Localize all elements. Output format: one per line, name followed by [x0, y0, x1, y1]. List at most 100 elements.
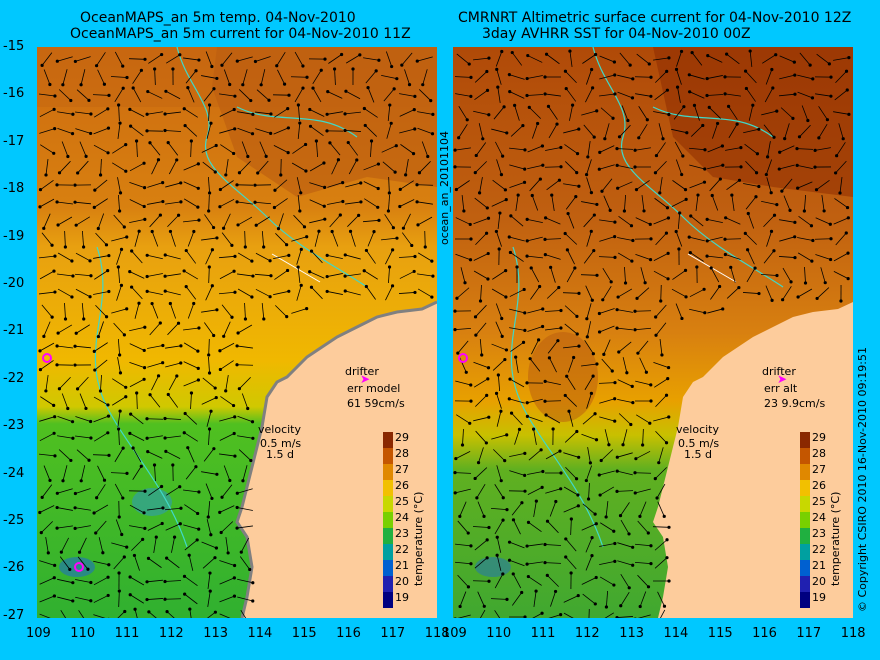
current-vector [75, 216, 91, 226]
current-vector-head [507, 558, 512, 562]
colorbar-swatch [800, 544, 810, 560]
current-vector-head [148, 141, 152, 145]
current-vector-head [407, 82, 412, 87]
current-vector [111, 542, 127, 548]
current-vector [548, 123, 558, 139]
current-vector [255, 111, 271, 115]
current-vector [201, 471, 217, 475]
current-vector [815, 93, 831, 97]
current-vector [254, 201, 272, 205]
current-vector [655, 232, 667, 246]
current-vector [778, 93, 796, 97]
current-vector [169, 303, 177, 319]
current-vector [398, 256, 416, 258]
current-vector-head [243, 245, 247, 249]
current-vector [275, 233, 287, 245]
current-vector [746, 88, 756, 102]
current-vector-head [369, 139, 374, 143]
current-vector [569, 105, 573, 121]
current-vector [294, 51, 304, 67]
current-vector-head [553, 589, 558, 594]
current-vector-head [718, 177, 722, 181]
current-vector-head [148, 393, 152, 397]
current-vector-head [52, 576, 56, 580]
left-title-line1: OceanMAPS_an 5m temp. 04-Nov-2010 [80, 10, 356, 26]
current-vector-head [569, 517, 573, 521]
current-vector [473, 253, 489, 261]
current-vector-head [808, 63, 812, 67]
current-vector-head [179, 361, 183, 365]
current-vector-head [55, 344, 59, 348]
current-vector [497, 374, 501, 392]
current-vector [147, 435, 163, 439]
current-vector-head [253, 200, 257, 204]
current-vector [132, 466, 142, 480]
current-vector [184, 413, 198, 425]
current-vector [128, 58, 146, 60]
current-vector-head [130, 249, 134, 253]
current-vector-head [82, 317, 86, 321]
current-vector-head [795, 147, 799, 151]
current-vector [201, 75, 217, 79]
current-vector [509, 398, 525, 404]
current-vector [509, 236, 525, 242]
current-vector [310, 125, 324, 137]
current-vector [707, 255, 723, 259]
current-vector [57, 252, 73, 262]
current-vector-head [591, 374, 595, 378]
current-vector-head [725, 52, 729, 56]
current-vector [676, 69, 682, 85]
current-vector-head [780, 189, 784, 193]
current-vector-head [485, 69, 489, 74]
current-vector [658, 123, 664, 139]
current-vector [545, 488, 561, 494]
current-vector-head [282, 82, 287, 86]
current-vector [527, 471, 543, 475]
current-vector-head [186, 446, 190, 450]
current-vector-head [544, 413, 548, 417]
current-vector [75, 128, 91, 134]
current-vector-head [791, 116, 795, 120]
current-vector-head [163, 128, 167, 133]
current-vector [223, 213, 231, 229]
current-vector-head [828, 257, 833, 262]
current-vector [255, 252, 271, 262]
current-vector [418, 89, 432, 101]
current-vector [689, 74, 705, 80]
current-vector [96, 52, 106, 66]
current-vector-head [476, 461, 481, 465]
current-vector-head [525, 562, 529, 566]
current-vector [635, 414, 651, 424]
current-vector-head [748, 49, 752, 53]
current-vector [689, 164, 705, 170]
current-vector-head [212, 447, 216, 451]
current-vector-head [400, 63, 404, 67]
current-vector-head [391, 226, 395, 230]
current-vector [75, 111, 91, 115]
current-vector [114, 483, 124, 499]
current-vector [695, 195, 699, 211]
current-vector-head [163, 416, 167, 421]
current-vector [569, 51, 573, 67]
current-vector [61, 537, 69, 553]
current-vector-head [613, 397, 617, 401]
current-vector [655, 430, 667, 444]
current-vector [570, 518, 572, 536]
current-vector [833, 217, 849, 225]
current-vector-head [501, 154, 505, 158]
left-drifter-arrow-icon: ➤ [360, 372, 371, 386]
colorbar-swatch [383, 512, 393, 528]
run-id-label: ocean_an_20101104 [438, 131, 451, 245]
current-vector-head [70, 259, 74, 263]
current-vector [582, 593, 596, 605]
current-vector-head [775, 273, 779, 278]
current-vector [204, 214, 214, 228]
current-vector [221, 304, 233, 318]
current-vector [327, 91, 343, 99]
current-vector-head [196, 186, 200, 190]
current-vector-head [559, 308, 563, 313]
current-vector [385, 51, 393, 67]
current-vector-head [218, 187, 222, 192]
current-vector [202, 377, 216, 389]
current-vector-head [46, 551, 50, 555]
